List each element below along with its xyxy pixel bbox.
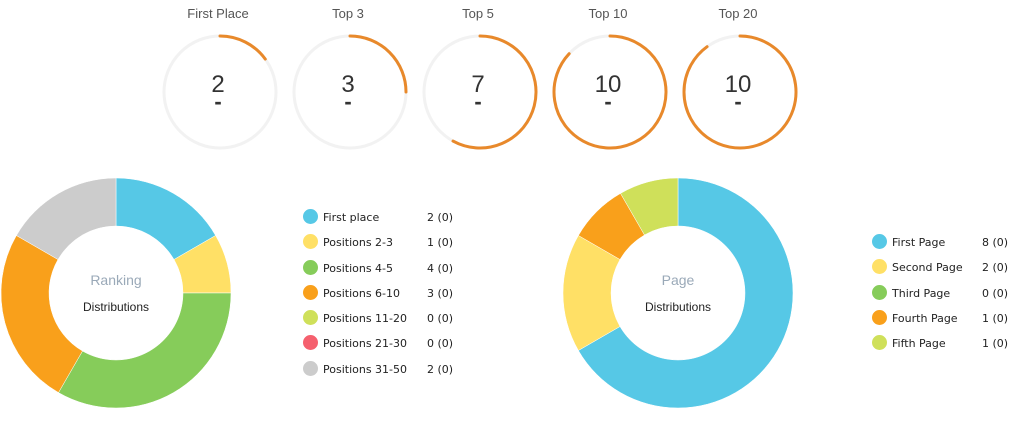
legend-value: 1 (0) (982, 337, 1009, 351)
legend-value: 2 (0) (982, 261, 1009, 275)
legend-color-dot (872, 309, 887, 325)
legend-label: Positions 2-3 (323, 236, 394, 250)
gauge-ring (552, 34, 668, 150)
gauge-change: - (344, 89, 352, 114)
legend-color-dot (872, 284, 887, 300)
legend-value: 3 (0) (427, 286, 454, 300)
page-distribution-donut: Page Distributions (562, 172, 802, 422)
gauge-ring (422, 34, 538, 150)
legend-item[interactable]: Positions 2-3 1 (0) (303, 234, 473, 259)
legend-item[interactable]: First place 2 (0) (303, 209, 473, 234)
legend-color-dot (303, 360, 318, 376)
legend-item[interactable]: Positions 6-10 3 (0) (303, 284, 473, 310)
gauge: Top 5 7- (413, 0, 543, 165)
legend-color-dot (303, 310, 318, 326)
gauge-ring (162, 34, 278, 150)
legend-color-dot (872, 335, 887, 351)
legend-label: Third Page (892, 286, 951, 300)
legend-label: Fifth Page (892, 337, 946, 351)
page-distribution-legend: First Page 8 (0) Second Page 2 (0) Third Pag… (872, 234, 1022, 360)
legend-value: 2 (0) (427, 211, 454, 224)
legend-label: Positions 6-10 (323, 286, 401, 300)
gauge-label: Top 20 (718, 6, 758, 21)
ranking-distribution-legend: First place 2 (0) Positions 2-3 1 (0) Positi… (303, 209, 473, 386)
donut-chart-svg: Page Distributions (562, 177, 794, 409)
legend-item[interactable]: Third Page 0 (0) (872, 284, 1022, 310)
gauge: Top 3 3- (283, 0, 413, 165)
legend-value: 8 (0) (982, 236, 1009, 249)
legend-color-dot (303, 284, 318, 300)
gauge-value: 10 (594, 71, 622, 98)
legend-label: Positions 21-30 (323, 337, 408, 351)
gauge-change: - (604, 89, 612, 114)
gauge-ring (292, 34, 408, 150)
donut-slice-positions-6-10[interactable] (0, 235, 83, 393)
gauge-value: 7 (471, 71, 485, 98)
legend-item[interactable]: Positions 31-50 2 (0) (303, 360, 473, 386)
legend-item[interactable]: Positions 4-5 4 (0) (303, 259, 473, 285)
gauge-label: Top 3 (332, 6, 364, 21)
gauge: Top 20 10- (673, 0, 803, 165)
gauge-change: - (214, 89, 222, 114)
legend-value: 1 (0) (982, 311, 1009, 325)
gauge-value: 10 (724, 71, 752, 98)
gauge-value: 2 (211, 71, 225, 98)
legend-label: Positions 31-50 (323, 362, 408, 376)
gauge-ring (682, 34, 798, 150)
legend-value: 1 (0) (427, 236, 454, 250)
gauge-label: Top 10 (588, 6, 628, 21)
legend-color-dot (872, 259, 887, 275)
legend-label: First place (323, 211, 380, 224)
gauge-change: - (474, 89, 482, 114)
legend-value: 0 (0) (427, 337, 454, 351)
legend-item[interactable]: Positions 11-20 0 (0) (303, 310, 473, 335)
legend-value: 4 (0) (427, 261, 454, 275)
donut-slice-positions-31-50[interactable] (16, 177, 117, 260)
legend-item[interactable]: First Page 8 (0) (872, 234, 1022, 259)
gauge-progress-arc (451, 34, 538, 150)
donut-subtitle: Distributions (645, 300, 711, 314)
legend-color-dot (303, 209, 318, 224)
donut-slice-first-page[interactable] (578, 177, 794, 409)
legend-value: 0 (0) (427, 312, 454, 326)
legend-label: Second Page (892, 261, 963, 275)
legend-color-dot (303, 335, 318, 351)
legend-item[interactable]: Fifth Page 1 (0) (872, 335, 1022, 360)
legend-color-dot (303, 234, 318, 250)
donut-title: Page (662, 272, 695, 288)
gauge: First Place 2- (153, 0, 283, 165)
gauge-progress-arc (682, 34, 798, 150)
legend-label: First Page (892, 236, 946, 249)
gauge: Top 10 10- (543, 0, 673, 165)
legend-label: Positions 11-20 (323, 312, 408, 326)
donut-slice-fifth-page[interactable] (620, 177, 679, 236)
ranking-gauges: First Place 2- Top 3 3- Top 5 7- Top 10 10- Top … (0, 0, 1024, 170)
legend-color-dot (872, 234, 887, 249)
legend-color-dot (303, 259, 318, 275)
legend-item[interactable]: Second Page 2 (0) (872, 259, 1022, 284)
donut-subtitle: Distributions (83, 300, 149, 314)
donut-title: Ranking (90, 272, 141, 288)
donut-chart-svg: Ranking Distributions (0, 177, 232, 409)
gauge-label: First Place (187, 6, 249, 21)
donut-slice-positions-4-5[interactable] (58, 292, 232, 409)
legend-item[interactable]: Positions 21-30 0 (0) (303, 335, 473, 360)
ranking-distribution-donut: Ranking Distributions (0, 172, 240, 422)
gauge-progress-arc (552, 34, 668, 150)
legend-item[interactable]: Fourth Page 1 (0) (872, 309, 1022, 335)
gauge-change: - (734, 89, 742, 114)
gauge-progress-arc (218, 34, 267, 61)
gauge-value: 3 (341, 71, 355, 98)
legend-value: 2 (0) (427, 362, 454, 376)
gauge-progress-arc (348, 34, 408, 94)
legend-value: 0 (0) (982, 286, 1009, 300)
legend-label: Fourth Page (892, 311, 958, 325)
gauge-label: Top 5 (462, 6, 494, 21)
legend-label: Positions 4-5 (323, 261, 394, 275)
